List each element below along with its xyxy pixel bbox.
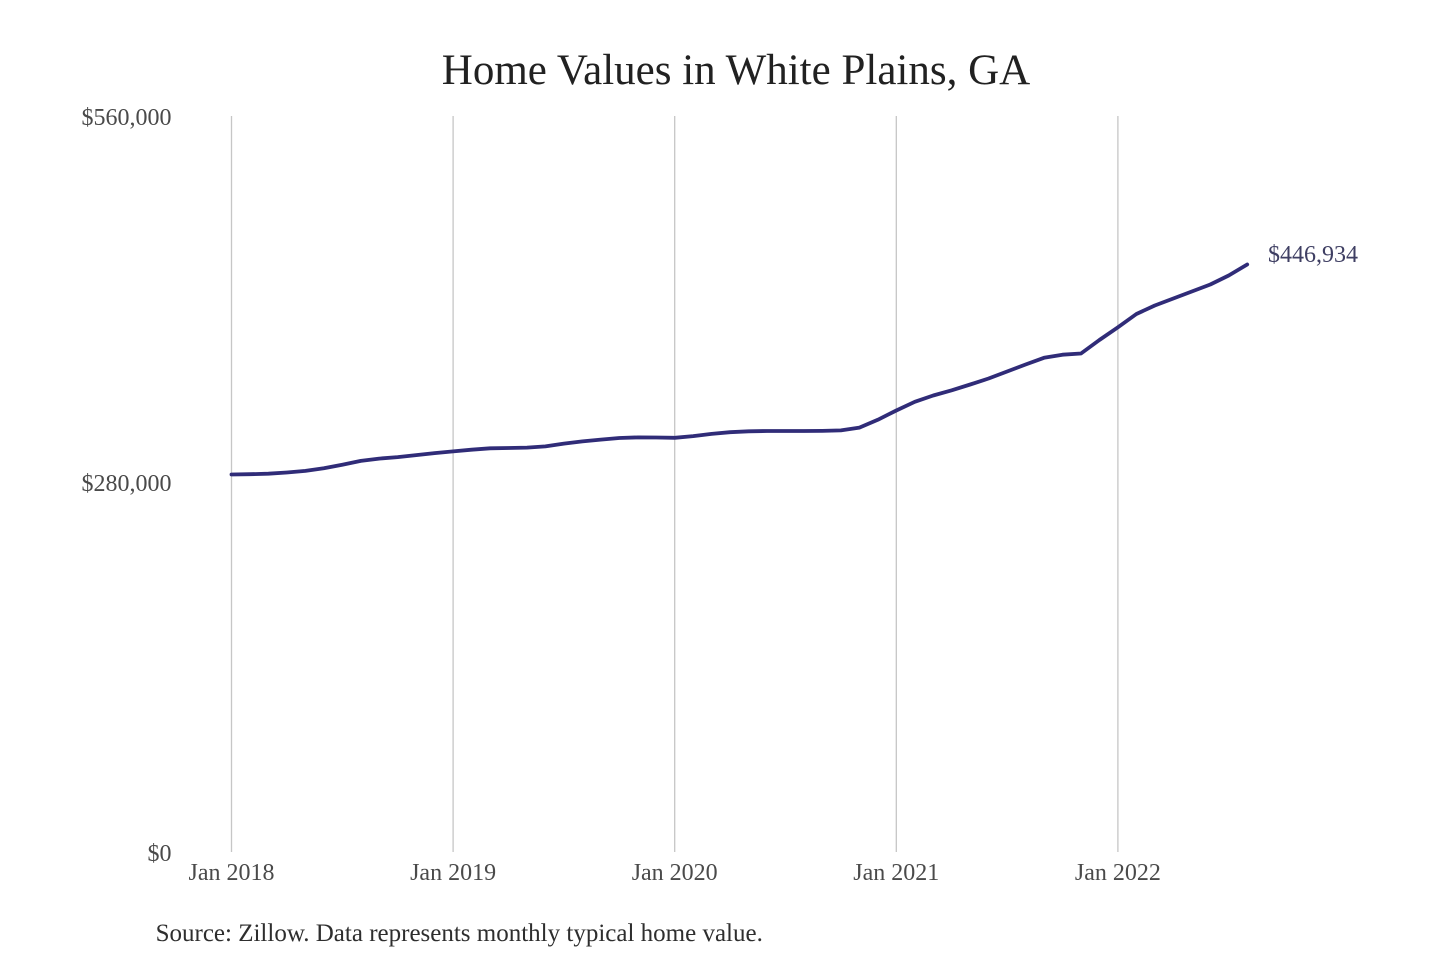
svg-text:Jan 2022: Jan 2022 <box>1075 860 1161 886</box>
svg-text:Jan 2021: Jan 2021 <box>853 860 939 886</box>
svg-text:$446,934: $446,934 <box>1268 242 1358 268</box>
svg-text:$0: $0 <box>148 841 172 867</box>
svg-text:Home Values in White Plains, G: Home Values in White Plains, GA <box>442 47 1030 94</box>
svg-text:Jan 2019: Jan 2019 <box>410 860 496 886</box>
svg-text:Jan 2018: Jan 2018 <box>189 860 275 886</box>
svg-text:$280,000: $280,000 <box>82 471 172 497</box>
svg-text:Jan 2020: Jan 2020 <box>632 860 718 886</box>
svg-text:Source: Zillow. Data represent: Source: Zillow. Data represents monthly … <box>156 920 763 947</box>
svg-text:$560,000: $560,000 <box>82 105 172 131</box>
